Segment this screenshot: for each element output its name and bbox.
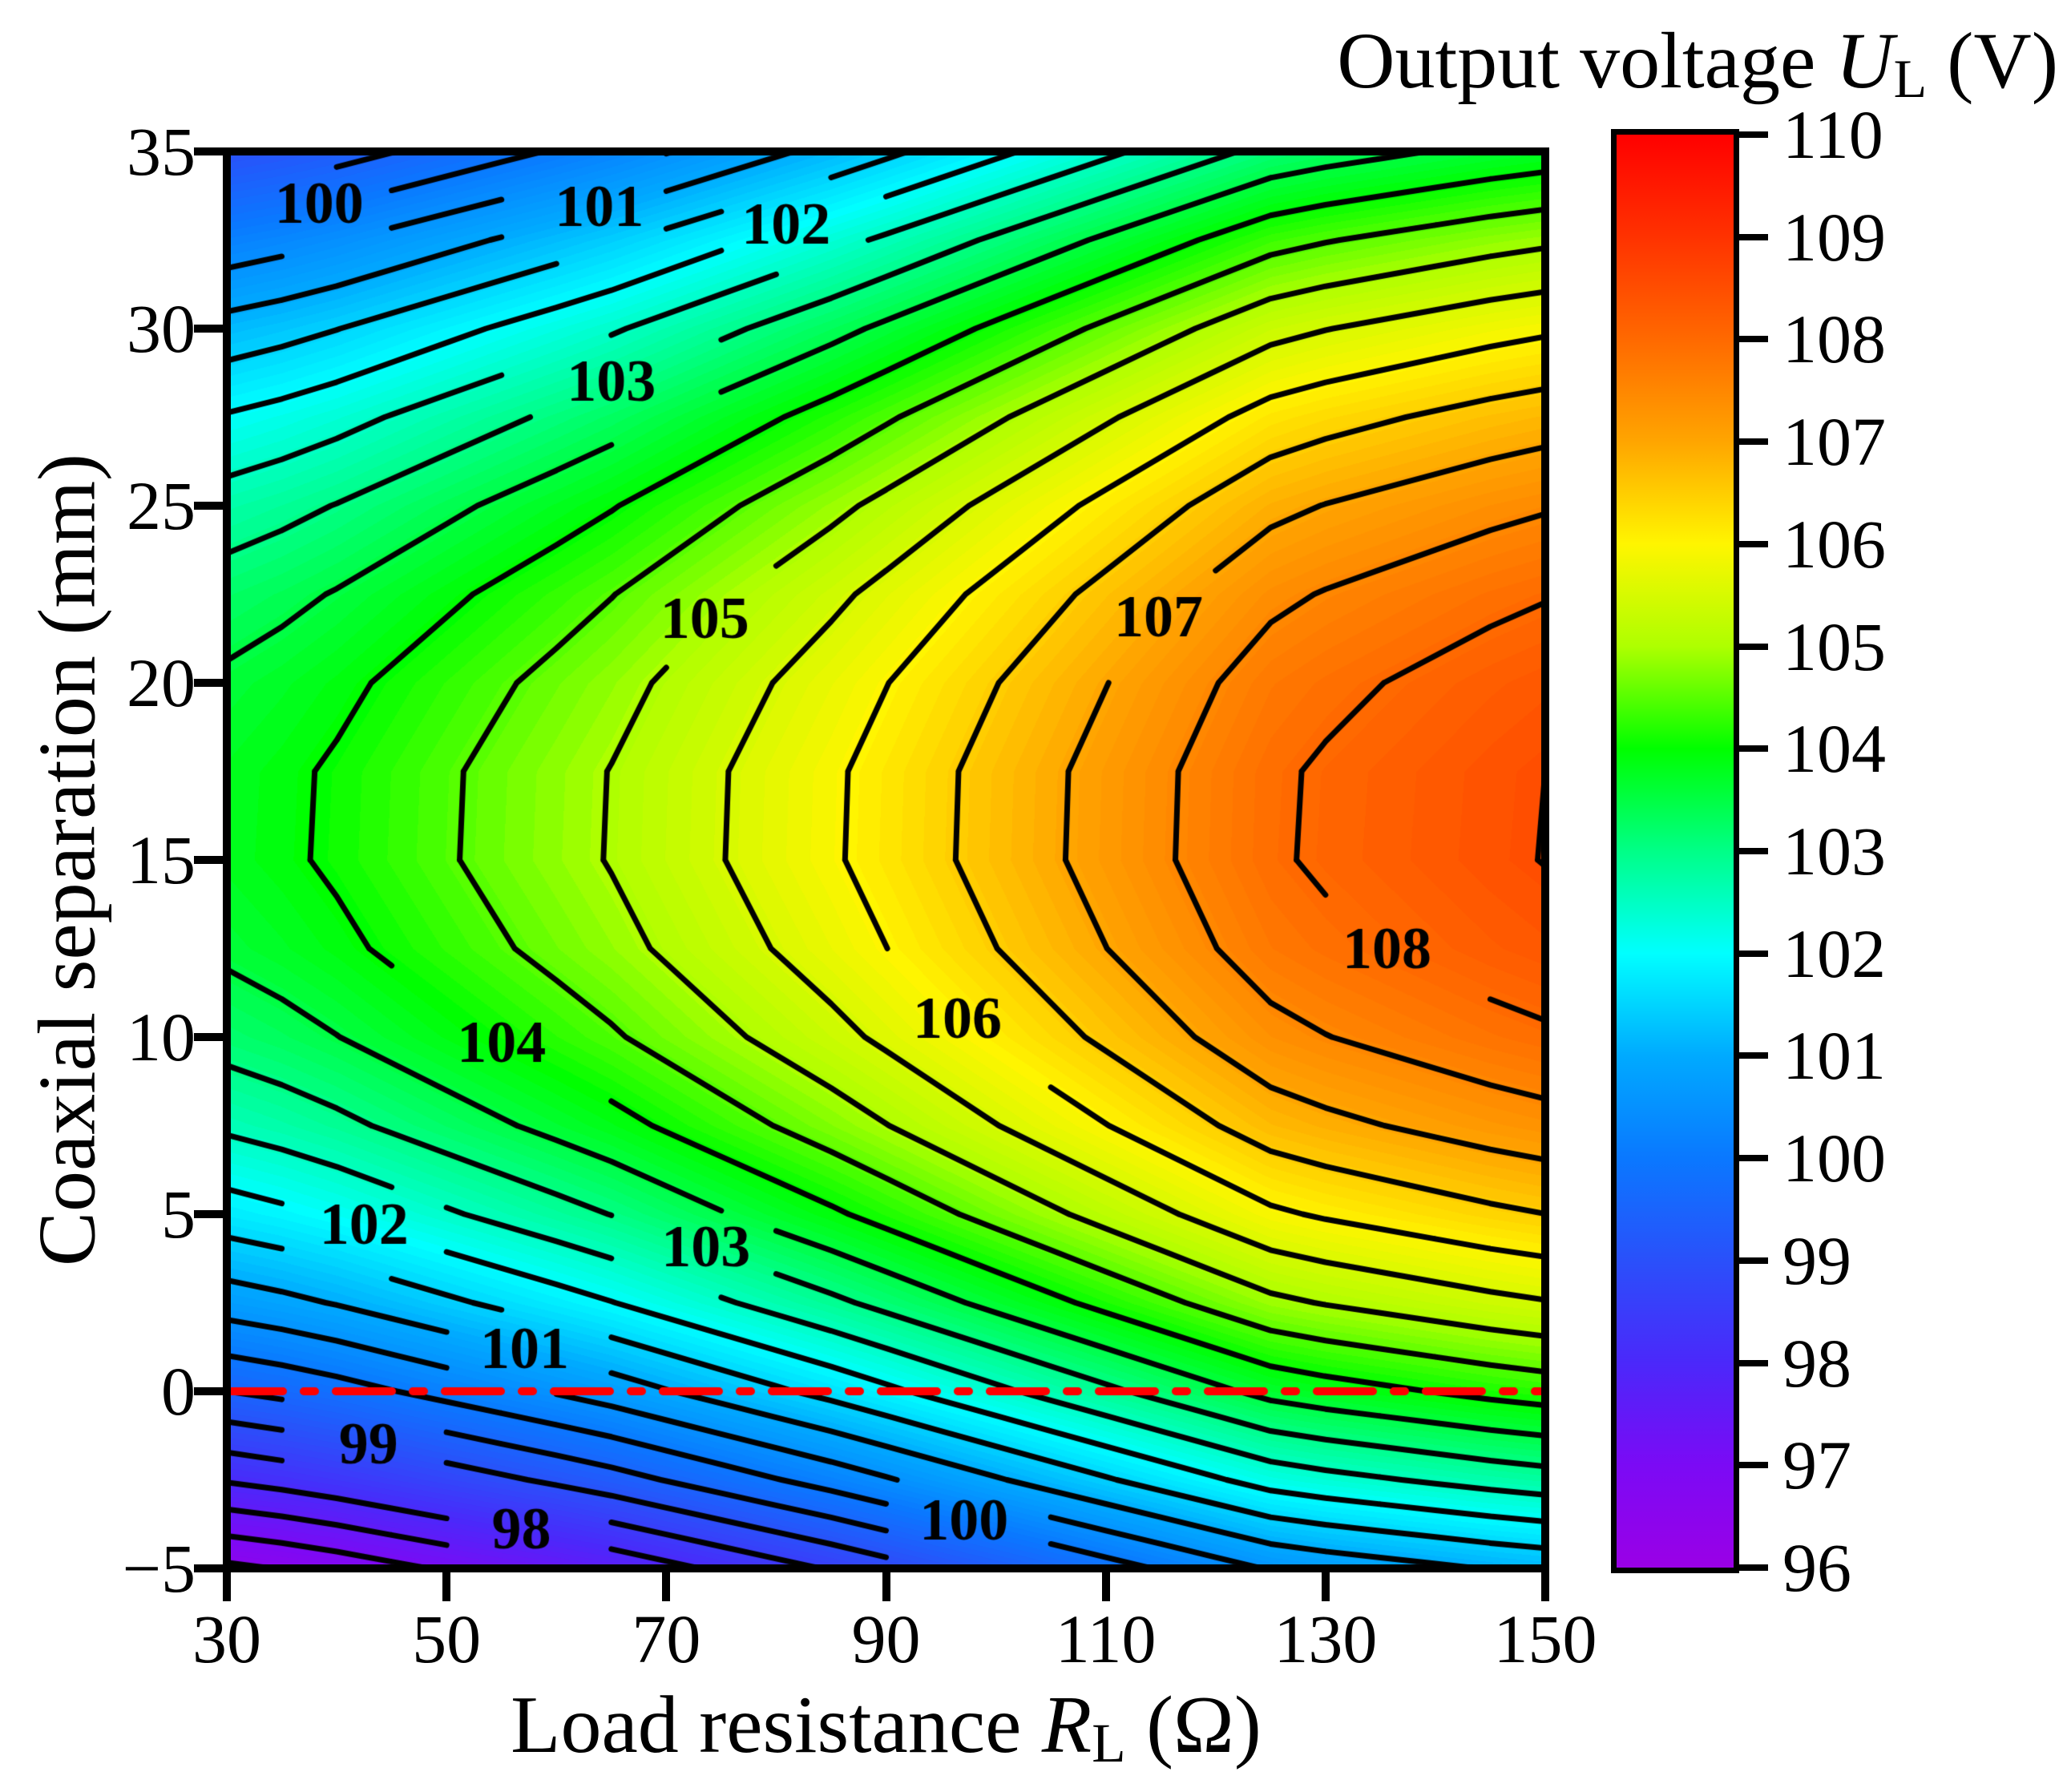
y-tick-label: 30 [127,290,196,367]
colorbar-tick [1739,233,1768,240]
x-axis-tick [223,1572,231,1601]
colorbar-tick-label: 101 [1782,1017,1886,1095]
colorbar-tick-label: 103 [1782,813,1886,890]
x-tick-label: 90 [851,1600,921,1677]
x-tick-label: 130 [1274,1600,1378,1677]
y-tick-label: 0 [161,1353,196,1430]
x-axis-title-symbol: R [1041,1680,1092,1770]
x-tick-label: 30 [192,1600,261,1677]
colorbar-tick-label: 96 [1782,1529,1851,1606]
y-axis-tick [194,1033,223,1041]
x-axis-tick [442,1572,451,1601]
colorbar-tick-label: 104 [1782,710,1886,788]
colorbar-tick [1739,1052,1768,1059]
y-axis-tick [194,325,223,333]
colorbar-tick-label: 97 [1782,1427,1851,1504]
colorbar-gradient [1617,135,1734,1568]
colorbar-tick-label: 109 [1782,198,1886,276]
x-tick-label: 50 [412,1600,482,1677]
y-axis-tick [194,1210,223,1218]
x-axis-tick [882,1572,890,1601]
colorbar-tick-label: 98 [1782,1324,1851,1402]
colorbar-tick-label: 110 [1782,96,1883,173]
y-axis-tick [194,1387,223,1395]
x-axis-tick [1101,1572,1110,1601]
colorbar-tick-label: 100 [1782,1120,1886,1197]
colorbar-tick [1739,1155,1768,1162]
colorbar-tick [1739,1359,1768,1366]
colorbar-tick [1739,131,1768,138]
x-tick-label: 150 [1493,1600,1597,1677]
colorbar-title-unit: (V) [1927,16,2058,105]
colorbar-tick-label: 99 [1782,1221,1851,1299]
colorbar-title-text: Output voltage [1337,16,1836,105]
colorbar-tick-label: 102 [1782,914,1886,992]
colorbar-tick [1739,540,1768,547]
colorbar-title-symbol: U [1835,16,1894,105]
y-axis-tick [194,502,223,510]
y-tick-label: 15 [127,821,196,898]
y-axis-tick [194,147,223,155]
colorbar-tick [1739,1462,1768,1469]
x-axis-tick [1321,1572,1330,1601]
contour-plot-canvas [227,151,1545,1568]
colorbar-tick [1739,848,1768,854]
x-axis-title-unit: (Ω) [1125,1680,1262,1770]
y-tick-label: 25 [127,467,196,544]
y-tick-label: 10 [127,999,196,1076]
x-axis-tick [1541,1572,1549,1601]
x-tick-label: 70 [632,1600,701,1677]
colorbar-tick [1739,1257,1768,1264]
x-axis-title-subscript: L [1092,1713,1126,1775]
y-tick-label: 35 [127,113,196,190]
y-axis-tick [194,1564,223,1572]
x-axis-title: Load resistance RL (Ω) [227,1678,1545,1775]
colorbar-tick [1739,643,1768,650]
colorbar-tick-label: 105 [1782,607,1886,685]
y-axis-tick [194,856,223,864]
x-axis-tick [662,1572,671,1601]
y-tick-label: 20 [127,644,196,721]
colorbar-tick-label: 106 [1782,505,1886,583]
colorbar-title-subscript: L [1893,48,1928,110]
x-tick-label: 110 [1055,1600,1157,1677]
colorbar-tick [1739,745,1768,753]
x-axis-title-text: Load resistance [511,1680,1042,1770]
colorbar-title: Output voltage UL (V) [1337,14,2058,110]
colorbar-tick-label: 107 [1782,403,1886,481]
colorbar-tick [1739,438,1768,446]
colorbar-tick [1739,336,1768,343]
y-axis-tick [194,679,223,687]
colorbar-tick [1739,1564,1768,1571]
colorbar-tick [1739,950,1768,957]
y-tick-label: −5 [122,1530,196,1607]
colorbar-tick-label: 108 [1782,301,1886,378]
y-tick-label: 5 [161,1176,196,1253]
